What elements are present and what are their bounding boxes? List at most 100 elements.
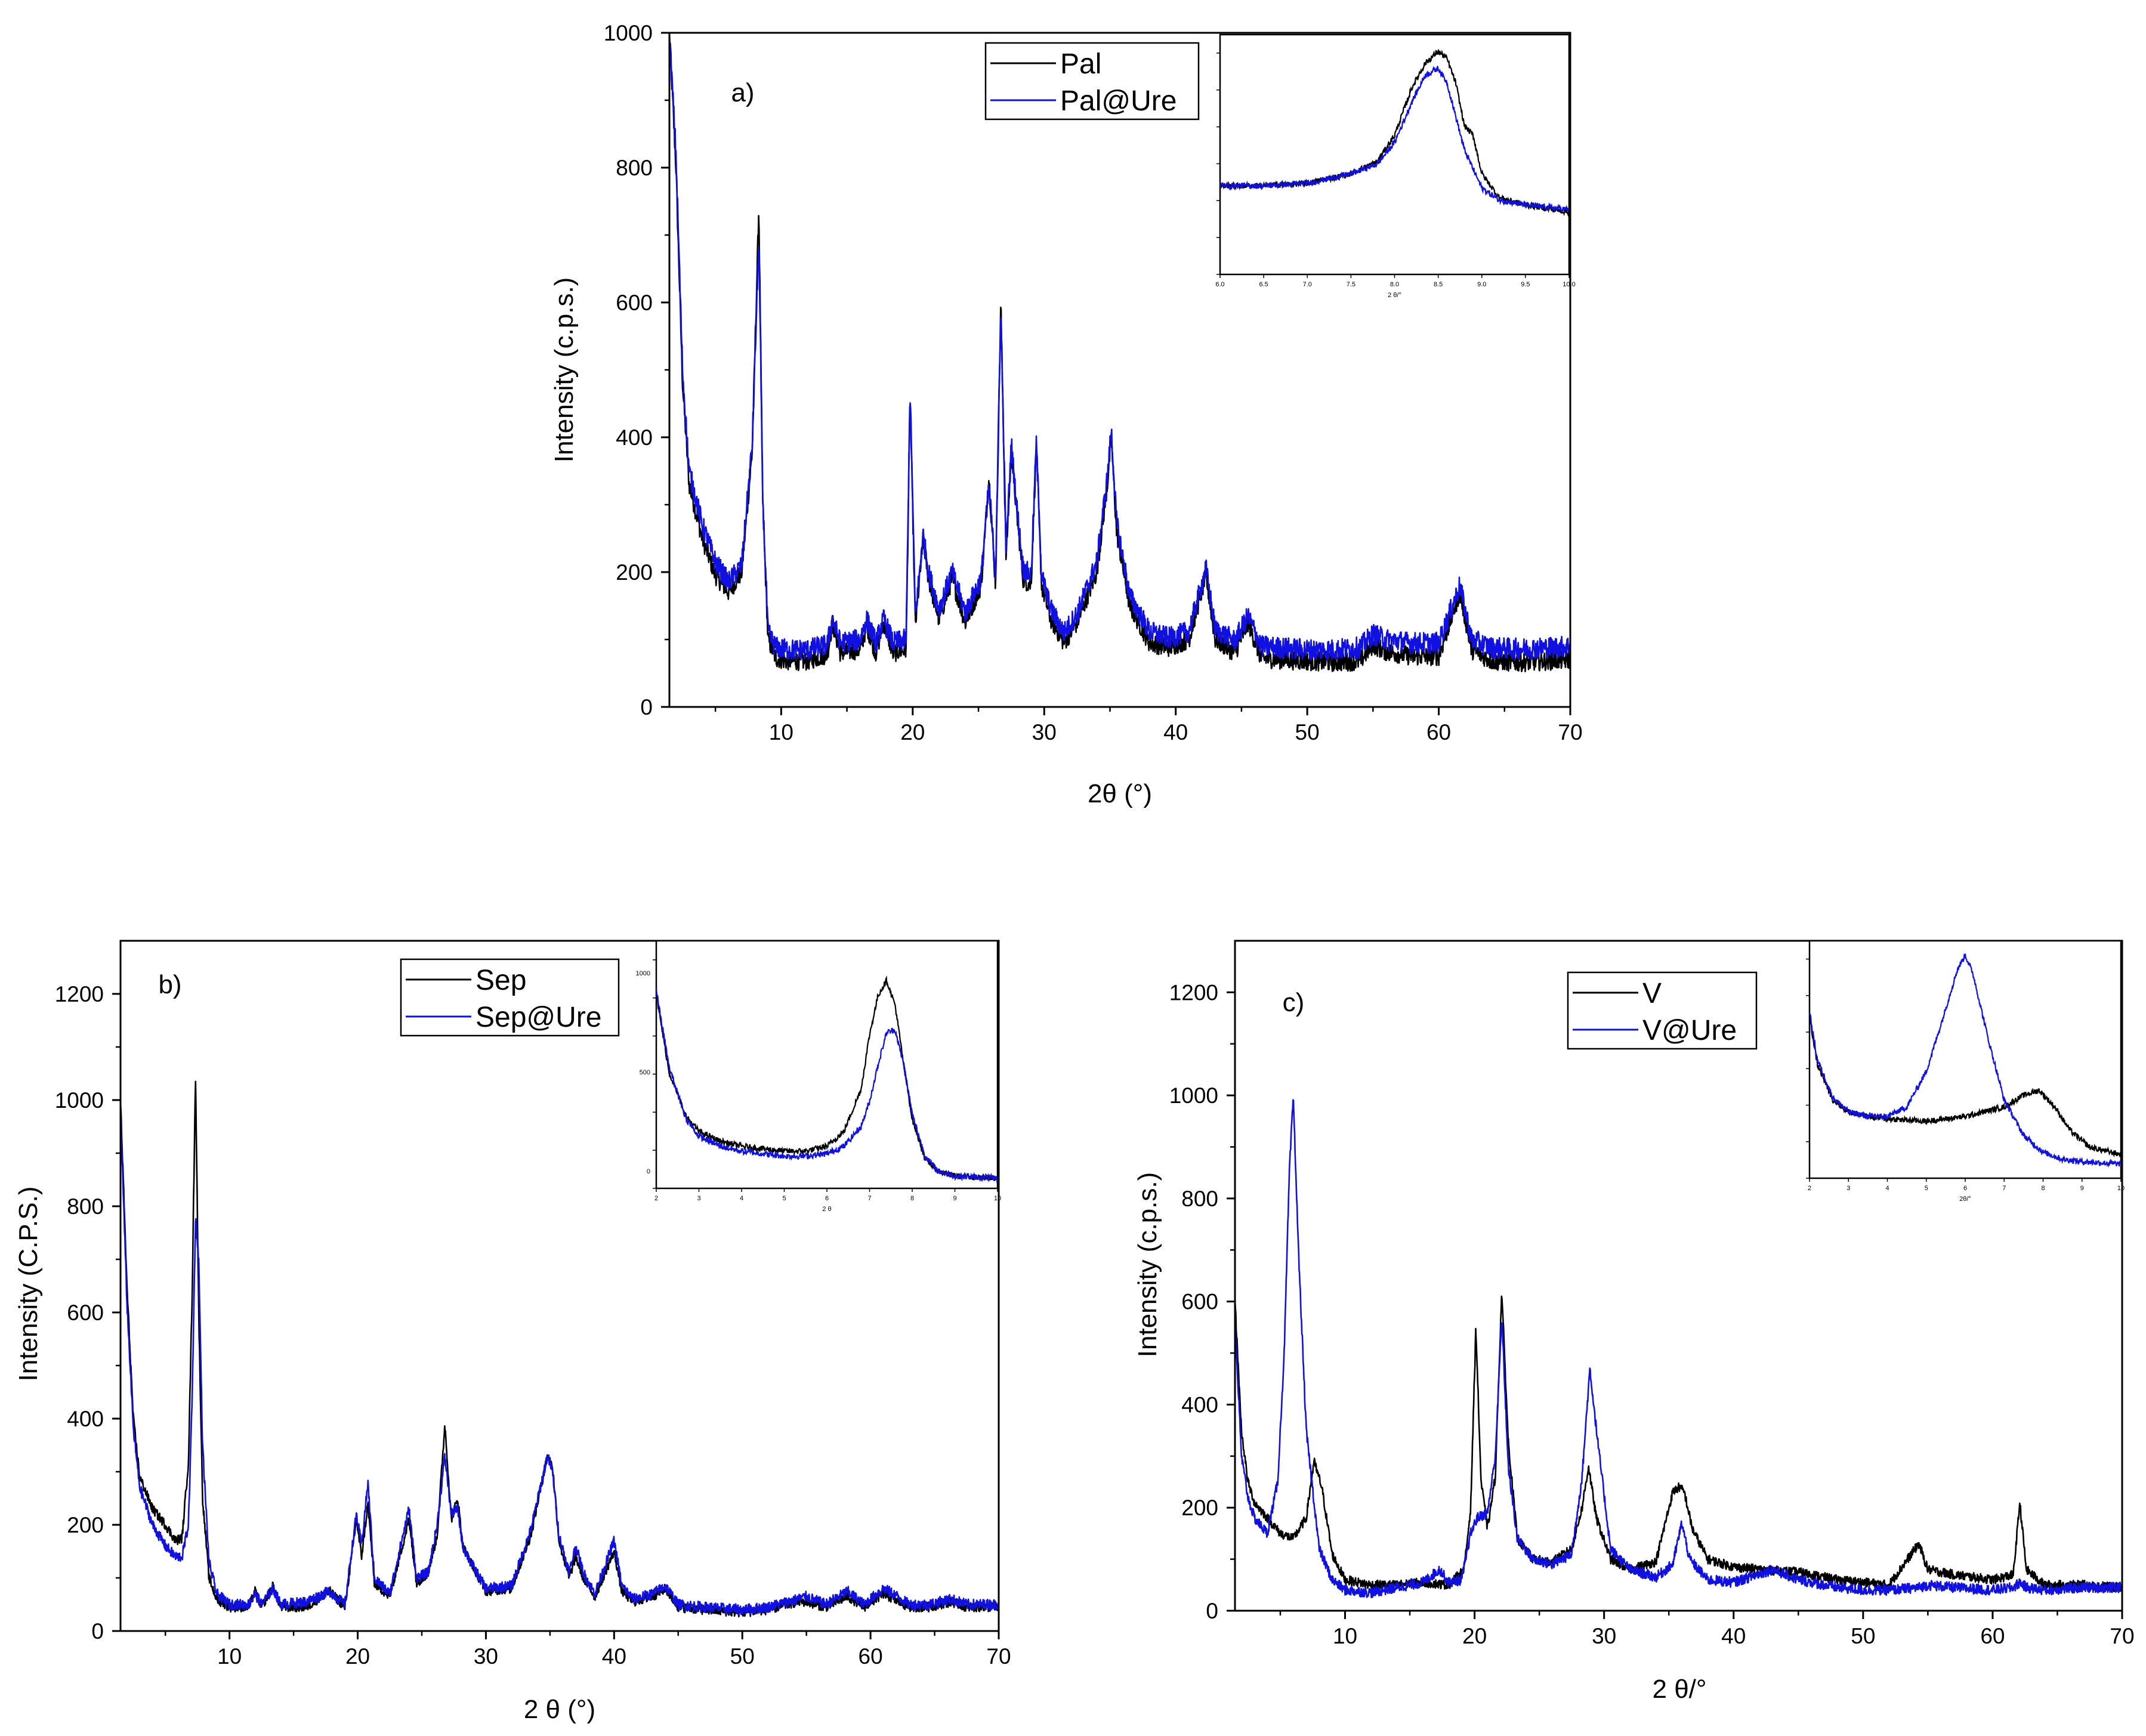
inset-frame xyxy=(1808,940,2122,1179)
inset-x-tick-label: 8 xyxy=(2041,1185,2045,1192)
plot-frame xyxy=(1234,940,2123,1612)
x-tick-label: 30 xyxy=(1032,720,1057,745)
inset-x-tick-label: 9.5 xyxy=(1521,281,1530,288)
inset-x-axis-title: 2 θ xyxy=(822,1206,831,1213)
inset-x-tick-label: 8 xyxy=(910,1195,914,1202)
inset-x-tick-label: 7 xyxy=(867,1195,871,1202)
inset-x-axis-title: 2 θ/° xyxy=(1388,292,1401,299)
series-line-pal-at-ure xyxy=(669,40,1570,662)
inset-x-tick-label: 10 xyxy=(2117,1185,2125,1192)
y-axis-title: Intensity (c.p.s.) xyxy=(1133,1172,1162,1358)
inset-x-tick-label: 3 xyxy=(1847,1185,1850,1192)
x-tick-label: 50 xyxy=(730,1644,755,1669)
y-tick-label: 1000 xyxy=(55,1088,104,1113)
inset-x-tick-label: 7.0 xyxy=(1303,281,1312,288)
x-tick-label: 30 xyxy=(474,1644,498,1669)
y-tick-label: 1000 xyxy=(604,21,653,45)
inset-x-axis-title: 2θ/° xyxy=(1959,1196,1971,1203)
x-tick-label: 10 xyxy=(1333,1624,1357,1648)
y-tick-label: 400 xyxy=(1181,1392,1218,1417)
inset-x-tick-label: 3 xyxy=(697,1195,700,1202)
inset-x-tick-label: 8.5 xyxy=(1434,281,1443,288)
chart-panel-a: 10 20 30 40 50 60 70 0 200 400 600 800 1000 2θ (°) Int… xyxy=(549,21,1583,808)
inset-x-tick-label: 4 xyxy=(1885,1185,1889,1192)
x-tick-label: 60 xyxy=(1980,1624,2005,1648)
inset-x-tick-label: 9.0 xyxy=(1477,281,1486,288)
x-tick-label: 50 xyxy=(1295,720,1320,745)
inset-x-tick-label: 8.0 xyxy=(1390,281,1399,288)
y-tick-label: 200 xyxy=(67,1513,104,1537)
y-tick-label: 800 xyxy=(616,156,653,180)
x-tick-label: 60 xyxy=(1426,720,1451,745)
y-tick-label: 800 xyxy=(67,1194,104,1219)
inset-x-tick-label: 4 xyxy=(740,1195,743,1202)
inset-x-tick-label: 6.0 xyxy=(1215,281,1224,288)
legend-box xyxy=(400,958,620,1037)
y-tick-label: 400 xyxy=(67,1407,104,1431)
x-tick-label: 10 xyxy=(217,1644,242,1669)
y-tick-label: 200 xyxy=(1181,1496,1218,1520)
series-line-v xyxy=(1235,1295,2122,1592)
inset-series-line xyxy=(1810,953,2121,1168)
inset-series-group xyxy=(1810,953,2121,1168)
inset-x-tick-label: 6.5 xyxy=(1259,281,1268,288)
legend-label: Pal xyxy=(1060,48,1101,80)
inset-y-tick-label: 500 xyxy=(640,1069,650,1076)
panel-label: a) xyxy=(731,78,754,107)
y-tick-label: 400 xyxy=(616,425,653,450)
y-tick-label: 1000 xyxy=(1169,1083,1218,1108)
inset-x-tick-label: 2 xyxy=(1808,1185,1811,1192)
x-tick-label: 40 xyxy=(602,1644,626,1669)
y-tick-label: 0 xyxy=(91,1619,104,1644)
x-tick-label: 20 xyxy=(345,1644,370,1669)
x-tick-label: 10 xyxy=(769,720,793,745)
y-tick-label: 600 xyxy=(616,291,653,315)
inset-x-tick-label: 6 xyxy=(825,1195,829,1202)
series-line-v-at-ure xyxy=(1235,1099,2122,1599)
series-group xyxy=(669,33,1570,672)
inset-x-tick-label: 6 xyxy=(1963,1185,1967,1192)
series-line-pal xyxy=(669,33,1570,672)
inset-x-tick-label: 10.0 xyxy=(1563,281,1575,288)
inset-x-tick-label: 2 xyxy=(654,1195,658,1202)
x-axis-title: 2 θ/° xyxy=(1653,1675,1707,1704)
x-tick-label: 70 xyxy=(986,1644,1011,1669)
inset-series-group xyxy=(1220,49,1569,217)
legend-box xyxy=(1567,971,1758,1050)
legend-box xyxy=(984,42,1200,121)
y-tick-label: 800 xyxy=(1181,1187,1218,1211)
y-tick-label: 600 xyxy=(1181,1290,1218,1314)
legend-label: V xyxy=(1642,978,1662,1009)
y-tick-label: 600 xyxy=(67,1301,104,1325)
y-tick-label: 0 xyxy=(1206,1599,1218,1623)
panel-label: c) xyxy=(1283,988,1305,1017)
legend-label: Pal@Ure xyxy=(1060,85,1177,117)
x-tick-label: 20 xyxy=(900,720,925,745)
inset-x-tick-label: 10 xyxy=(994,1195,1001,1202)
inset-series-line xyxy=(656,989,998,1184)
inset-x-tick-label: 9 xyxy=(953,1195,956,1202)
series-line-sep-at-ure xyxy=(121,1110,999,1615)
y-axis-title: Intensity (c.p.s.) xyxy=(549,277,579,463)
y-tick-label: 1200 xyxy=(55,982,104,1006)
x-axis-title: 2θ (°) xyxy=(1088,779,1152,808)
legend-label: Sep@Ure xyxy=(475,1002,601,1033)
x-tick-label: 40 xyxy=(1163,720,1188,745)
x-axis-title: 2 θ (°) xyxy=(524,1695,595,1724)
x-tick-label: 50 xyxy=(1851,1624,1875,1648)
plot-frame xyxy=(119,940,1000,1632)
x-tick-label: 40 xyxy=(1721,1624,1746,1648)
legend-label: V@Ure xyxy=(1642,1015,1737,1046)
inset-x-tick-label: 9 xyxy=(2080,1185,2084,1192)
inset-series-line xyxy=(1220,66,1569,214)
panel-label: b) xyxy=(158,970,181,999)
y-tick-label: 0 xyxy=(640,695,653,719)
inset-x-tick-label: 7.5 xyxy=(1347,281,1355,288)
inset-frame xyxy=(1219,33,1570,276)
series-group xyxy=(121,1080,999,1618)
x-tick-label: 20 xyxy=(1462,1624,1487,1648)
series-group xyxy=(1235,1099,2122,1599)
x-tick-label: 70 xyxy=(2110,1624,2134,1648)
chart-panel-c: 10 20 30 40 50 60 70 0 200 400 600 800 1000 1200 2 θ/°… xyxy=(1133,940,2135,1704)
